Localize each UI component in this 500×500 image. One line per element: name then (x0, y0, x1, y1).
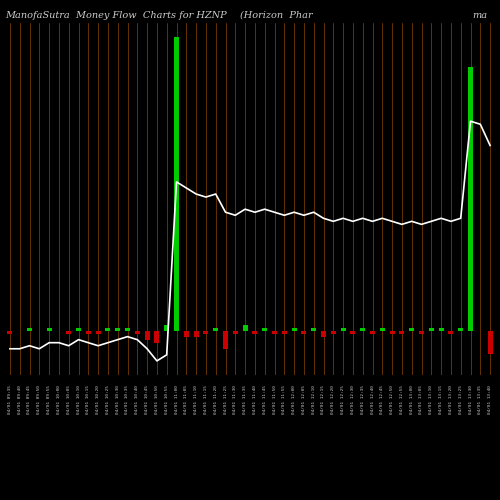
Bar (282, 331, 287, 334)
Bar (252, 331, 258, 334)
Bar (448, 331, 454, 334)
Bar (302, 331, 306, 334)
Bar (46, 328, 52, 331)
Bar (184, 331, 189, 337)
Bar (223, 331, 228, 348)
Bar (331, 331, 336, 334)
Bar (350, 331, 356, 334)
Text: ManofaSutra  Money Flow  Charts for HZNP: ManofaSutra Money Flow Charts for HZNP (5, 11, 226, 20)
Bar (438, 328, 444, 331)
Bar (8, 331, 12, 334)
Bar (154, 331, 160, 342)
Bar (204, 331, 208, 334)
Bar (242, 325, 248, 331)
Bar (27, 328, 32, 331)
Bar (419, 331, 424, 334)
Bar (468, 66, 473, 331)
Bar (311, 328, 316, 331)
Bar (370, 331, 375, 334)
Bar (135, 331, 140, 334)
Bar (380, 328, 385, 331)
Bar (292, 328, 296, 331)
Bar (262, 328, 267, 331)
Bar (164, 325, 169, 331)
Bar (429, 328, 434, 331)
Bar (409, 328, 414, 331)
Bar (125, 328, 130, 331)
Bar (321, 331, 326, 337)
Bar (96, 331, 100, 334)
Bar (66, 331, 71, 334)
Bar (116, 328, 120, 331)
Bar (272, 331, 277, 334)
Bar (233, 331, 238, 334)
Bar (360, 328, 365, 331)
Bar (106, 328, 110, 331)
Bar (214, 328, 218, 331)
Bar (340, 328, 345, 331)
Bar (400, 331, 404, 334)
Bar (86, 331, 91, 334)
Bar (488, 331, 492, 354)
Bar (174, 37, 179, 331)
Text: (Horizon  Phar: (Horizon Phar (240, 11, 312, 20)
Bar (390, 331, 394, 334)
Bar (144, 331, 150, 340)
Bar (76, 328, 81, 331)
Bar (194, 331, 198, 337)
Text: ma: ma (472, 11, 488, 20)
Bar (458, 328, 463, 331)
